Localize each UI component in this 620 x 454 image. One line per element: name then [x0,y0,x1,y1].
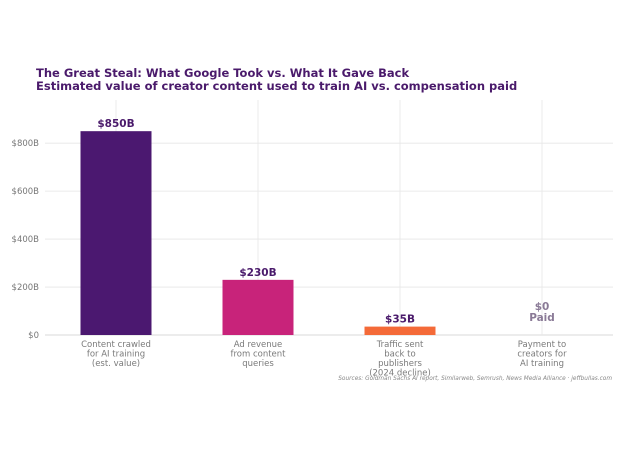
x-tick-label: for AI training [87,350,145,360]
data-label: $230B [239,267,276,279]
x-tick-label: Content crawled [81,340,151,350]
x-tick-label: publishers [378,359,422,369]
chart-title: The Great Steal: What Google Took vs. Wh… [36,66,409,80]
x-tick-label: (2024 decline) [369,369,431,379]
x-tick-label: AI training [520,359,564,369]
x-tick-label: Ad revenue [234,340,283,350]
bars-layer [80,131,436,335]
x-tick-label: from content [230,350,286,360]
data-label: $35B [385,314,415,326]
x-tick-label: back to [384,350,415,360]
bar [364,326,436,335]
data-label: Paid [529,312,555,324]
y-tick-label: $200B [12,283,40,293]
x-tick-label: Payment to [518,340,566,350]
y-tick-label: $600B [12,187,40,197]
y-tick-label: $400B [12,235,40,245]
x-tick-label: (est. value) [92,359,140,369]
x-tick-label: Traffic sent [376,340,424,350]
chart-subtitle: Estimated value of creator content used … [36,79,517,93]
source-note: Sources: Goldman Sachs AI report, Simila… [338,376,612,382]
bar [222,279,294,335]
bar [80,131,152,335]
data-label: $850B [97,118,134,130]
x-tick-label: queries [242,359,274,369]
y-tick-label: $0 [28,331,39,341]
y-tick-label: $800B [12,139,40,149]
x-tick-label: creators for [517,350,567,360]
data-label: $0 [535,301,550,313]
